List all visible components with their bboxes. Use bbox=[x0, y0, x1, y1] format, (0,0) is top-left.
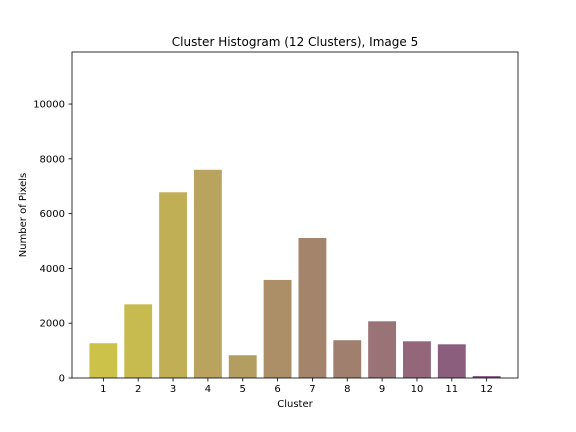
x-tick-label: 1 bbox=[100, 384, 106, 395]
y-tick-label: 6000 bbox=[40, 209, 65, 220]
y-axis-ticks: 0 2000 4000 6000 8000 10000 bbox=[33, 100, 72, 385]
x-axis-label: Cluster bbox=[277, 399, 313, 410]
y-axis-label: Number of Pixels bbox=[18, 173, 29, 258]
y-tick-label: 0 bbox=[59, 374, 65, 385]
chart-title: Cluster Histogram (12 Clusters), Image 5 bbox=[172, 35, 418, 49]
x-tick-label: 10 bbox=[411, 384, 424, 395]
x-tick-label: 5 bbox=[240, 384, 246, 395]
x-tick-label: 3 bbox=[170, 384, 176, 395]
bar-cluster-12 bbox=[472, 376, 501, 378]
x-tick-label: 6 bbox=[274, 384, 280, 395]
x-tick-label: 2 bbox=[135, 384, 141, 395]
x-tick-label: 12 bbox=[480, 384, 493, 395]
x-tick-label: 11 bbox=[445, 384, 458, 395]
bar-cluster-11 bbox=[437, 344, 466, 378]
x-tick-label: 8 bbox=[344, 384, 350, 395]
bar-cluster-8 bbox=[333, 340, 362, 378]
bars-group bbox=[89, 169, 501, 378]
y-tick-label: 8000 bbox=[40, 154, 65, 165]
x-axis-ticks: 1 2 3 4 5 6 7 8 9 10 11 12 bbox=[100, 378, 493, 395]
bar-cluster-3 bbox=[159, 192, 187, 378]
bar-cluster-10 bbox=[403, 341, 431, 378]
y-tick-label: 10000 bbox=[33, 100, 65, 111]
x-tick-label: 4 bbox=[205, 384, 211, 395]
bar-cluster-5 bbox=[228, 355, 257, 378]
bar-cluster-6 bbox=[263, 279, 292, 378]
x-tick-label: 7 bbox=[309, 384, 315, 395]
y-tick-label: 2000 bbox=[40, 319, 65, 330]
x-tick-label: 9 bbox=[379, 384, 385, 395]
bar-cluster-9 bbox=[368, 321, 397, 378]
y-tick-label: 4000 bbox=[40, 264, 65, 275]
plot-frame bbox=[71, 51, 519, 379]
bar-cluster-7 bbox=[298, 238, 327, 378]
bar-cluster-4 bbox=[193, 169, 222, 378]
bar-cluster-1 bbox=[89, 343, 118, 378]
bar-cluster-2 bbox=[124, 304, 153, 378]
